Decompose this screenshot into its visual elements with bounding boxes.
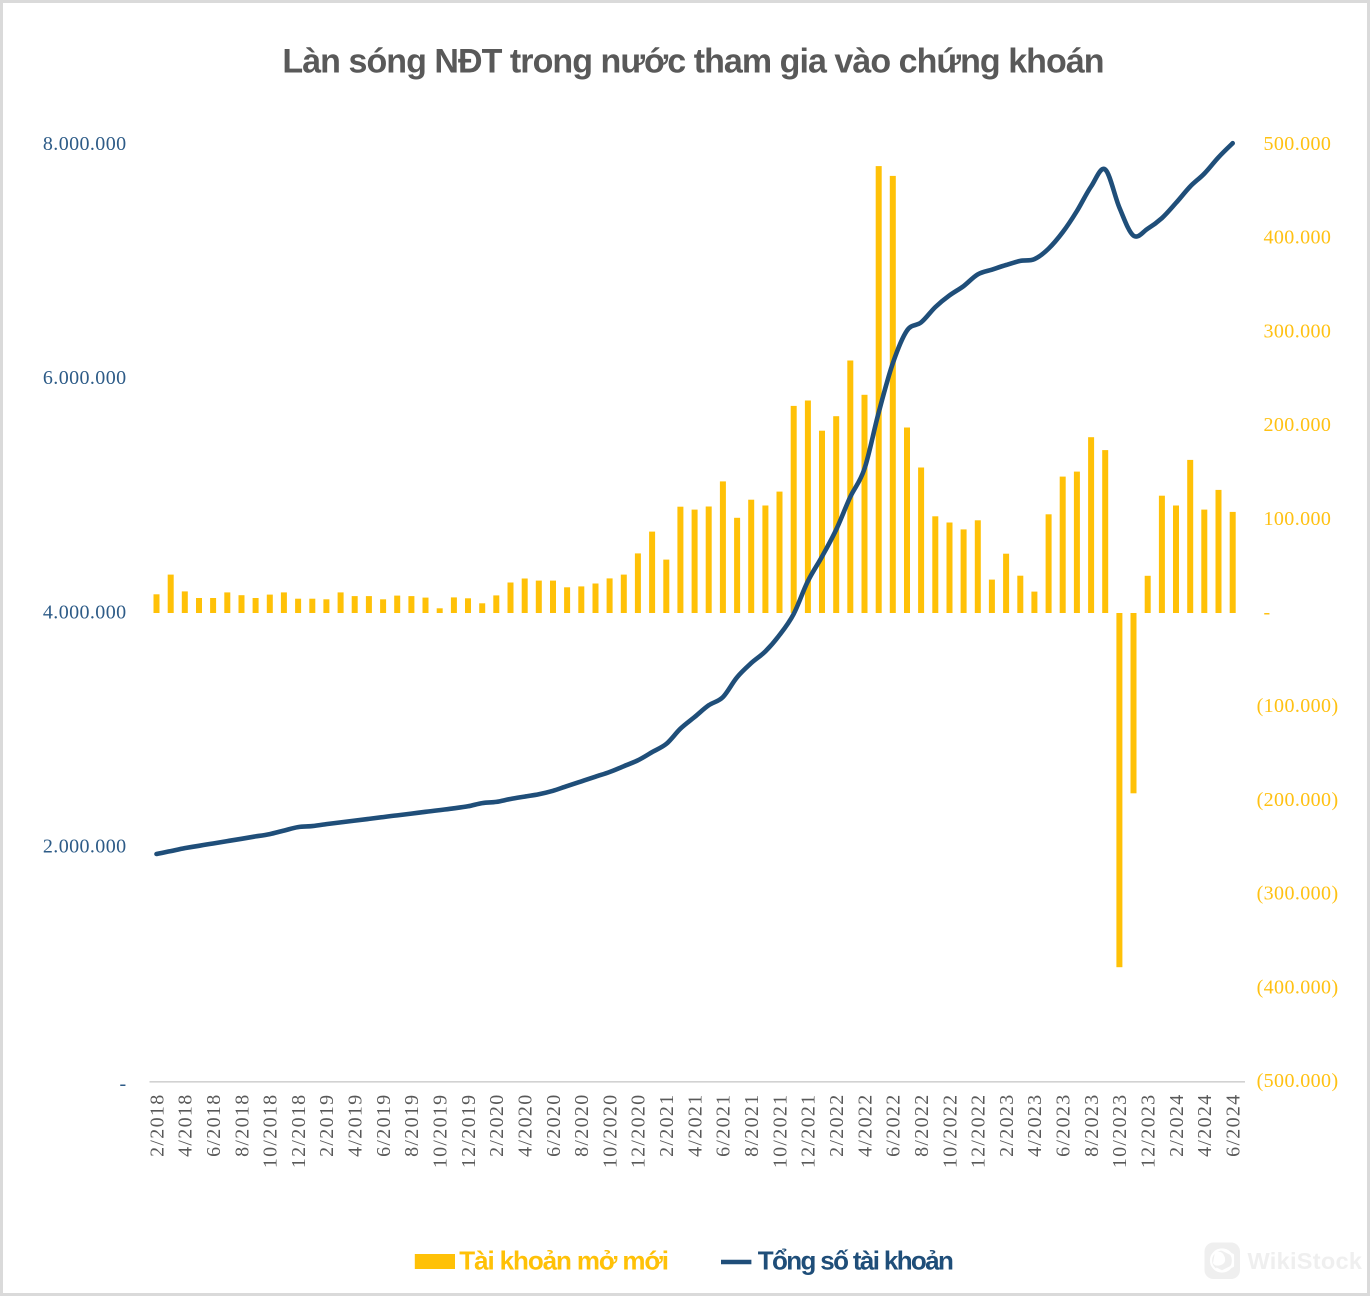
svg-text:4/2023: 4/2023 [1024,1094,1046,1157]
svg-text:-: - [1264,602,1271,624]
svg-text:2/2019: 2/2019 [316,1094,338,1157]
svg-text:(200.000): (200.000) [1257,789,1339,811]
svg-text:12/2021: 12/2021 [798,1094,820,1169]
svg-text:8/2019: 8/2019 [401,1094,423,1157]
svg-text:12/2020: 12/2020 [628,1094,650,1169]
svg-text:4/2020: 4/2020 [515,1094,537,1157]
svg-text:6/2022: 6/2022 [883,1094,905,1157]
svg-text:Tài khoản mở mới: Tài khoản mở mới [459,1245,668,1275]
svg-text:400.000: 400.000 [1264,227,1332,249]
svg-text:500.000: 500.000 [1264,133,1332,155]
svg-text:6/2018: 6/2018 [203,1094,225,1157]
svg-text:10/2022: 10/2022 [939,1094,961,1169]
svg-text:100.000: 100.000 [1264,508,1332,530]
svg-text:4/2021: 4/2021 [684,1094,706,1157]
svg-text:12/2023: 12/2023 [1138,1094,1160,1169]
svg-text:12/2019: 12/2019 [458,1094,480,1169]
svg-text:8/2021: 8/2021 [741,1094,763,1157]
svg-text:(500.000): (500.000) [1257,1070,1339,1092]
svg-text:4/2018: 4/2018 [175,1094,197,1157]
svg-text:10/2020: 10/2020 [599,1094,621,1169]
svg-text:12/2022: 12/2022 [968,1094,990,1169]
svg-text:4/2024: 4/2024 [1194,1094,1216,1157]
svg-text:2/2018: 2/2018 [146,1094,168,1157]
svg-text:2/2022: 2/2022 [826,1094,848,1157]
svg-text:2/2021: 2/2021 [656,1094,678,1157]
svg-text:8/2018: 8/2018 [231,1094,253,1157]
svg-text:(300.000): (300.000) [1257,883,1339,905]
svg-text:12/2018: 12/2018 [288,1094,310,1169]
svg-text:4/2019: 4/2019 [345,1094,367,1157]
svg-text:(400.000): (400.000) [1257,976,1339,998]
svg-text:10/2018: 10/2018 [260,1094,282,1169]
svg-text:8.000.000: 8.000.000 [43,133,127,155]
svg-text:6/2024: 6/2024 [1223,1094,1245,1157]
svg-text:6/2019: 6/2019 [373,1094,395,1157]
svg-text:200.000: 200.000 [1264,414,1332,436]
svg-text:WikiStock: WikiStock [1248,1248,1363,1274]
svg-text:-: - [119,1073,126,1095]
svg-text:6/2021: 6/2021 [713,1094,735,1157]
svg-text:10/2019: 10/2019 [430,1094,452,1169]
svg-text:2/2024: 2/2024 [1166,1094,1188,1157]
svg-text:300.000: 300.000 [1264,320,1332,342]
svg-text:6/2020: 6/2020 [543,1094,565,1157]
svg-text:(100.000): (100.000) [1257,695,1339,717]
svg-text:4/2022: 4/2022 [854,1094,876,1157]
svg-text:2/2020: 2/2020 [486,1094,508,1157]
svg-text:2.000.000: 2.000.000 [43,836,127,858]
svg-text:8/2022: 8/2022 [911,1094,933,1157]
svg-text:8/2020: 8/2020 [571,1094,593,1157]
svg-text:2/2023: 2/2023 [996,1094,1018,1157]
svg-text:4.000.000: 4.000.000 [43,601,127,623]
svg-text:Tổng số tài khoản: Tổng số tài khoản [758,1245,953,1275]
svg-text:6/2023: 6/2023 [1053,1094,1075,1157]
svg-text:6.000.000: 6.000.000 [43,367,127,389]
svg-text:Làn sóng NĐT trong nước tham g: Làn sóng NĐT trong nước tham gia vào chứ… [282,43,1103,81]
svg-text:10/2021: 10/2021 [769,1094,791,1169]
svg-text:8/2023: 8/2023 [1081,1094,1103,1157]
svg-text:10/2023: 10/2023 [1109,1094,1131,1169]
